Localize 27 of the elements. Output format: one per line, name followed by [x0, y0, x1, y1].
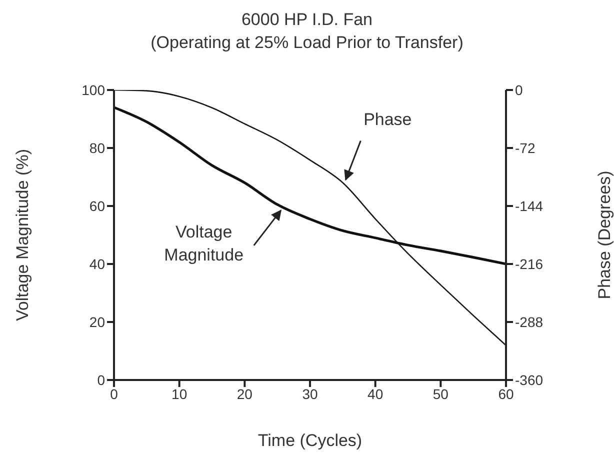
- x-tick-label: 20: [236, 386, 253, 402]
- x-tick-label: 40: [368, 386, 384, 402]
- y-tick-label: 60: [89, 198, 106, 214]
- chart-title: 6000 HP I.D. Fan: [240, 9, 374, 31]
- x-tick-label: 60: [498, 386, 514, 402]
- y2-axis-title: Phase (Degrees): [595, 170, 614, 300]
- x-tick-label: 0: [110, 386, 118, 402]
- annotation: Phase: [364, 110, 412, 129]
- y2-tick-label: -288: [515, 314, 544, 330]
- y-tick-label: 100: [82, 82, 106, 98]
- y-axis-title: Voltage Magnitude (%): [13, 149, 32, 321]
- line-series: [114, 90, 506, 346]
- y-tick-label: 20: [89, 314, 106, 330]
- x-axis-title: Time (Cycles): [258, 431, 362, 450]
- y2-tick-label: -360: [515, 372, 544, 388]
- y2-tick-label: -72: [515, 140, 536, 156]
- y-tick-label: 80: [89, 140, 106, 156]
- y2-tick-label: -216: [515, 256, 544, 272]
- y2-tick-label: -144: [515, 198, 544, 214]
- annotation: Voltage Magnitude: [164, 222, 244, 264]
- y2-tick-label: 0: [515, 82, 523, 98]
- y-tick-label: 0: [97, 372, 106, 388]
- x-tick-label: 30: [302, 386, 318, 402]
- chart-subtitle: (Operating at 25% Load Prior to Transfer): [150, 32, 464, 54]
- x-tick-label: 10: [172, 386, 188, 402]
- x-tick-label: 50: [432, 386, 449, 402]
- y-tick-label: 40: [89, 256, 106, 272]
